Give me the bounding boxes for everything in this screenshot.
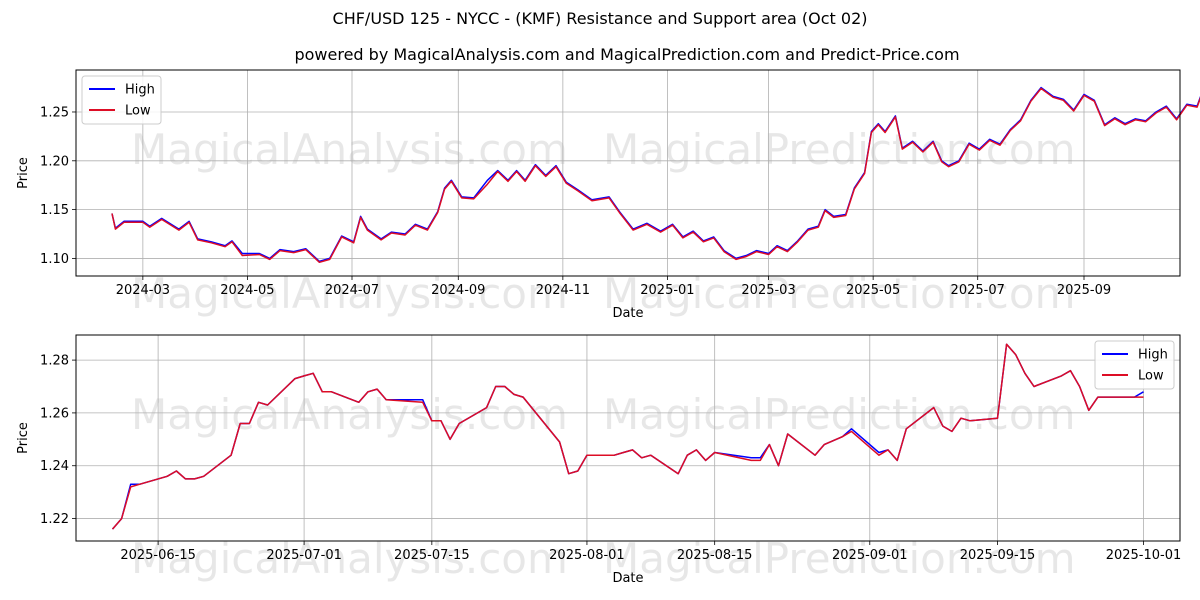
legend-label-low: Low <box>125 104 151 119</box>
watermark-text: MagicalPrediction.com <box>603 269 1076 318</box>
panel-2: MagicalAnalysis.com MagicalPrediction.com… <box>16 334 1182 586</box>
x-tick-label: 2025-07-01 <box>266 548 342 563</box>
watermark-text: MagicalAnalysis.com <box>131 269 568 318</box>
legend-label-high: High <box>1138 348 1168 363</box>
x-tick-label: 2025-09-01 <box>832 548 908 563</box>
legend-label-high: High <box>125 83 155 98</box>
x-tick-label: 2025-01 <box>640 283 694 298</box>
series-line-low <box>111 343 1144 530</box>
y-tick-label: 1.15 <box>40 203 69 218</box>
x-tick-label: 2025-03 <box>741 283 795 298</box>
y-tick-label: 1.20 <box>40 154 69 169</box>
y-tick-label: 1.28 <box>40 354 69 369</box>
y-tick-label: 1.24 <box>40 459 69 474</box>
x-tick-label: 2024-07 <box>325 283 379 298</box>
y-tick-label: 1.22 <box>40 512 69 527</box>
watermark-text: MagicalAnalysis.com <box>131 125 568 174</box>
legend: High Low <box>81 75 162 125</box>
chart-title: CHF/USD 125 - NYCC - (KMF) Resistance an… <box>332 9 868 28</box>
panel-1: MagicalAnalysis.com MagicalPrediction.com… <box>16 69 1200 321</box>
x-tick-label: 2025-05 <box>846 283 900 298</box>
x-tick-label: 2025-08-01 <box>549 548 625 563</box>
y-tick-label: 1.10 <box>40 252 69 267</box>
watermark-text: MagicalPrediction.com <box>603 390 1076 439</box>
series-line-low <box>111 87 1200 264</box>
x-tick-label: 2024-03 <box>116 283 170 298</box>
y-tick-label: 1.25 <box>40 105 69 120</box>
y-axis-label: Price <box>16 422 31 454</box>
x-tick-label: 2025-09 <box>1057 283 1111 298</box>
x-tick-label: 2024-11 <box>536 283 590 298</box>
x-tick-label: 2024-09 <box>431 283 485 298</box>
x-tick-label: 2024-05 <box>220 283 274 298</box>
watermark-text: MagicalAnalysis.com <box>131 534 568 583</box>
watermark-text: MagicalPrediction.com <box>603 534 1076 583</box>
y-tick-label: 1.26 <box>40 406 69 421</box>
x-tick-label: 2025-08-15 <box>677 548 753 563</box>
x-tick-label: 2025-10-01 <box>1106 548 1182 563</box>
x-tick-label: 2025-07-15 <box>394 548 470 563</box>
x-axis-label: Date <box>612 306 643 321</box>
watermark-text: MagicalPrediction.com <box>603 125 1076 174</box>
x-tick-label: 2025-07 <box>951 283 1005 298</box>
plot-frame <box>75 69 1181 277</box>
legend-label-low: Low <box>1138 369 1164 384</box>
x-tick-label: 2025-09-15 <box>960 548 1036 563</box>
chart-subtitle: powered by MagicalAnalysis.com and Magic… <box>294 45 960 64</box>
legend: High Low <box>1094 340 1175 390</box>
y-axis-label: Price <box>16 157 31 189</box>
x-axis-label: Date <box>612 571 643 586</box>
plot-frame <box>75 334 1181 542</box>
x-tick-label: 2025-06-15 <box>120 548 196 563</box>
watermark-text: MagicalAnalysis.com <box>131 390 568 439</box>
